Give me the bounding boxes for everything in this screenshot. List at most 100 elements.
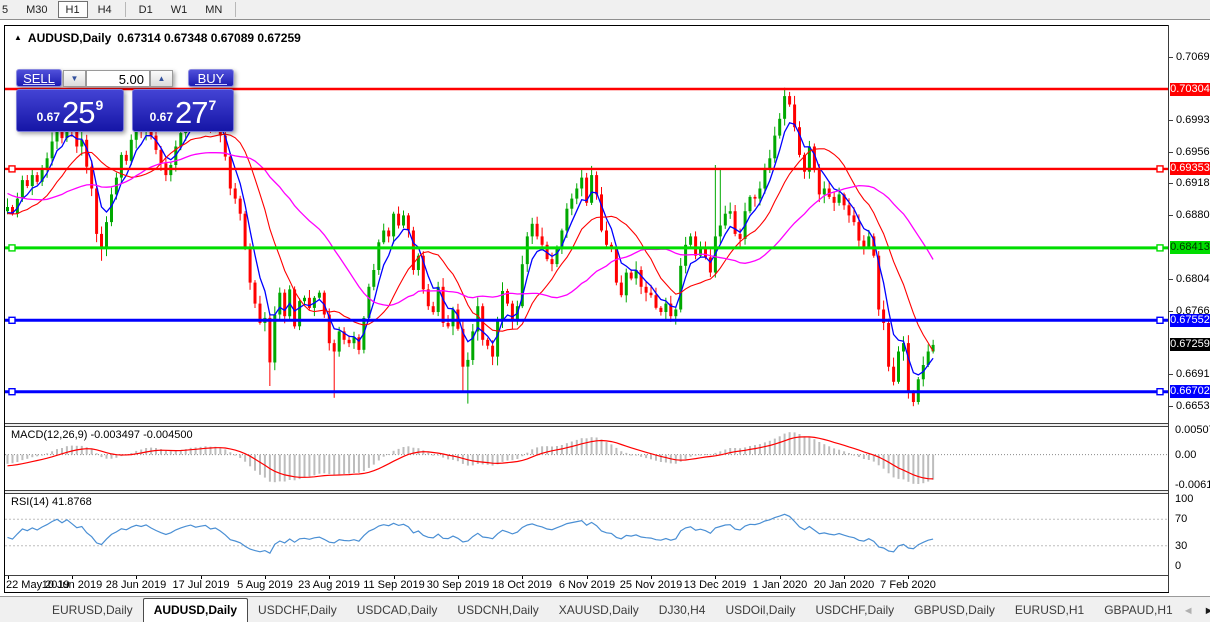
chart-symbol-label: AUDUSD,Daily — [27, 31, 112, 45]
price-tick — [1169, 120, 1173, 121]
timeframe-toolbar: 5 M30 H1 H4 D1 W1 MN — [0, 0, 1210, 20]
rsi-panel-separator[interactable] — [5, 490, 1168, 494]
chart-tab-eurusd-h1[interactable]: EURUSD,H1 — [1014, 603, 1085, 617]
buy-price-sup: 7 — [208, 97, 217, 113]
date-tick — [265, 576, 266, 579]
volume-input[interactable]: 5.00 — [86, 70, 150, 87]
timeframe-button-h1[interactable]: H1 — [57, 1, 88, 18]
toolbar-separator — [124, 2, 126, 17]
price-line-label: 0.67552 — [1170, 314, 1210, 327]
chart-ohlc-values: 0.67314 0.67348 0.67089 0.67259 — [117, 31, 301, 45]
date-label: 13 Dec 2019 — [683, 579, 747, 591]
date-label: 23 Aug 2019 — [298, 579, 360, 591]
current-price-label: 0.67259 — [1170, 338, 1210, 351]
sell-price-panel[interactable]: 0.67 25 9 — [16, 89, 124, 132]
sell-button[interactable]: SELL — [16, 69, 62, 87]
price-tick — [1169, 215, 1173, 216]
date-label: 6 Nov 2019 — [558, 579, 616, 591]
macd-indicator-label: MACD(12,26,9) -0.003497 -0.004500 — [11, 429, 193, 441]
rsi-panel[interactable] — [5, 494, 1168, 575]
chart-tab-bar: EURUSD,Daily AUDUSD,Daily USDCHF,Daily USDC… — [0, 596, 1210, 622]
rsi-axis-label: 100 — [1175, 493, 1194, 505]
price-tick — [1169, 279, 1173, 280]
date-label: 25 Nov 2019 — [619, 579, 683, 591]
date-tick — [329, 576, 330, 579]
chart-tab-usdchf-daily[interactable]: USDCHF,Daily — [258, 603, 337, 617]
date-label: 11 Sep 2019 — [363, 579, 425, 591]
macd-panel[interactable] — [5, 427, 1168, 490]
date-tick — [394, 576, 395, 579]
date-tick — [651, 576, 652, 579]
date-tick — [844, 576, 845, 579]
timeframe-button-w1[interactable]: W1 — [170, 4, 188, 16]
rsi-indicator-label: RSI(14) 41.8768 — [11, 496, 92, 508]
chart-tab-eurusd-daily[interactable]: EURUSD,Daily — [52, 603, 133, 617]
price-axis-separator — [1168, 25, 1169, 593]
macd-axis-label: -0.006148 — [1175, 479, 1210, 491]
buy-price-big: 27 — [175, 95, 208, 130]
volume-increase-button[interactable]: ▲ — [150, 70, 173, 87]
macd-panel-separator[interactable] — [5, 423, 1168, 427]
rsi-axis-label: 70 — [1175, 513, 1188, 525]
timeframe-button-mn[interactable]: MN — [205, 4, 223, 16]
chart-tab-gbpaud-h1[interactable]: GBPAUD,H1 — [1104, 603, 1173, 617]
sell-price-prefix: 0.67 — [36, 110, 61, 124]
chart-tab-usdchf-daily[interactable]: USDCHF,Daily — [815, 603, 895, 617]
chart-tab-usdcad-daily[interactable]: USDCAD,Daily — [356, 603, 438, 617]
sell-price-big: 25 — [62, 95, 95, 130]
date-label: 17 Jul 2019 — [172, 579, 230, 591]
date-label: 7 Feb 2020 — [880, 579, 936, 591]
timeframe-button-h4[interactable]: H4 — [97, 4, 112, 16]
date-tick — [780, 576, 781, 579]
price-line-label: 0.68413 — [1170, 241, 1210, 254]
price-tick — [1169, 152, 1173, 153]
collapse-chart-icon[interactable]: ▲ — [14, 33, 22, 42]
rsi-axis-label: 30 — [1175, 540, 1188, 552]
time-axis[interactable]: 22 May 2019 10 Jun 2019 28 Jun 2019 17 Jul … — [5, 576, 1168, 592]
chart-tab-usdcnh-daily[interactable]: USDCNH,Daily — [457, 603, 539, 617]
date-label: 20 Jan 2020 — [813, 579, 875, 591]
date-label: 5 Aug 2019 — [237, 579, 293, 591]
macd-axis-label: 0.00 — [1175, 449, 1197, 461]
buy-underline — [195, 84, 227, 85]
buy-price-panel[interactable]: 0.67 27 7 — [132, 89, 234, 132]
chart-title: ▲ AUDUSD,Daily 0.67314 0.67348 0.67089 0… — [14, 31, 301, 45]
rsi-axis-label: 0 — [1175, 560, 1182, 572]
chart-tab-dj30-h4[interactable]: DJ30,H4 — [658, 603, 706, 617]
price-tick — [1169, 311, 1173, 312]
chart-top-border — [4, 25, 1168, 26]
date-label: 28 Jun 2019 — [105, 579, 167, 591]
date-tick — [908, 576, 909, 579]
chart-tab-audusd-daily[interactable]: AUDUSD,Daily — [142, 598, 249, 622]
buy-price-prefix: 0.67 — [149, 110, 174, 124]
chart-tab-usdoil-daily[interactable]: USDOil,Daily — [725, 603, 796, 617]
chart-tab-gbpusd-daily[interactable]: GBPUSD,Daily — [914, 603, 995, 617]
volume-decrease-button[interactable]: ▼ — [63, 70, 86, 87]
timeframe-button-d1[interactable]: D1 — [138, 4, 153, 16]
price-tick — [1169, 406, 1173, 407]
date-tick — [201, 576, 202, 579]
macd-axis-label: 0.005076 — [1175, 424, 1210, 436]
sell-underline — [23, 84, 55, 85]
buy-button-label: BUY — [197, 70, 225, 86]
buy-button[interactable]: BUY — [188, 69, 234, 87]
date-label: 1 Jan 2020 — [752, 579, 808, 591]
timeframe-button-m30[interactable]: M30 — [26, 4, 48, 16]
tab-scroll-controls: ◄ ► — [1183, 605, 1210, 622]
chart-tab-xauusd-daily[interactable]: XAUUSD,Daily — [558, 603, 639, 617]
timeframe-button-5[interactable]: 5 — [2, 4, 9, 16]
tab-scroll-right-icon[interactable]: ► — [1203, 605, 1210, 617]
chart-window: ▲ AUDUSD,Daily 0.67314 0.67348 0.67089 0… — [4, 25, 1210, 593]
date-label: 22 May 2019 — [6, 579, 70, 591]
spin-down-icon: ▼ — [70, 74, 79, 83]
tab-scroll-left-icon[interactable]: ◄ — [1182, 605, 1194, 617]
date-label: 10 Jun 2019 — [41, 579, 103, 591]
